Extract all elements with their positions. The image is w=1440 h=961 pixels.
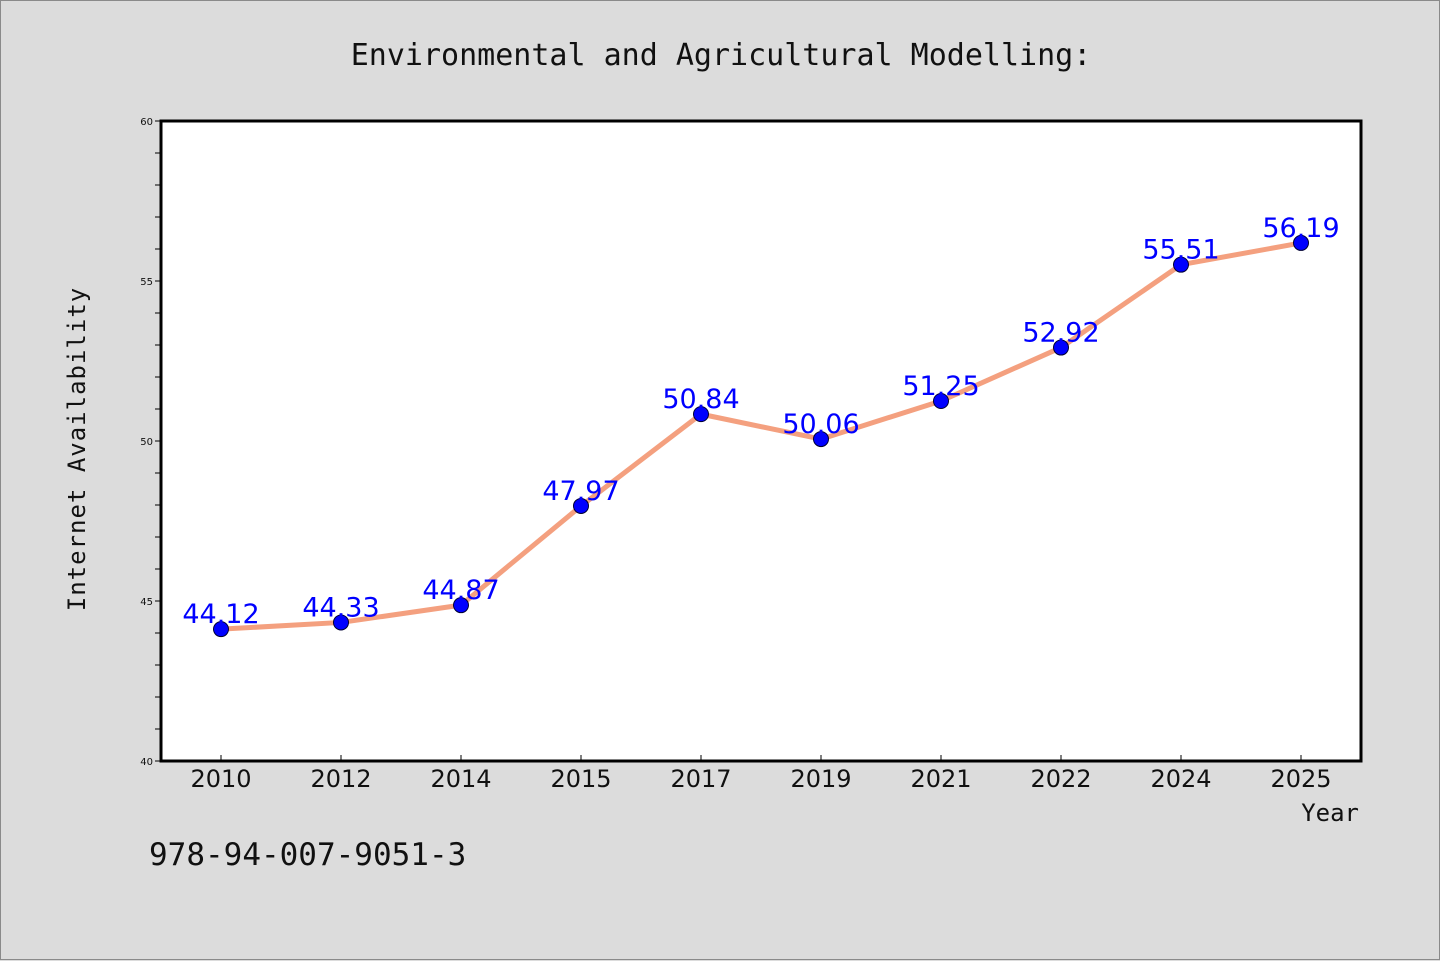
data-point <box>813 431 829 448</box>
plot-area <box>159 119 1363 763</box>
x-tick-label: 2022 <box>1030 765 1091 793</box>
series-line-group <box>218 240 1304 632</box>
x-tick-label: 2012 <box>310 765 371 793</box>
data-label: 44.87 <box>422 575 499 606</box>
data-labels-group: 44.12 44.33 44.87 47.97 50.84 50.06 51.25 52.92… <box>182 213 1339 630</box>
data-point <box>573 497 589 514</box>
x-tick-label: 2019 <box>790 765 851 793</box>
x-axis-label: Year <box>1301 799 1359 827</box>
data-label: 55.51 <box>1142 235 1219 266</box>
data-label: 47.97 <box>542 476 619 507</box>
data-point <box>693 406 709 423</box>
x-tick-label: 2014 <box>430 765 491 793</box>
series-line <box>218 240 1304 632</box>
data-point <box>1293 234 1309 251</box>
y-tick-label: 40 <box>140 757 153 768</box>
data-label: 50.84 <box>662 384 739 415</box>
y-axis: 40 45 50 55 60 <box>140 117 161 768</box>
chart-title: Environmental and Agricultural Modelling… <box>351 38 1092 73</box>
data-point <box>1173 256 1189 273</box>
data-label: 51.25 <box>902 371 979 402</box>
x-tick-label: 2017 <box>670 765 731 793</box>
x-tick-label: 2015 <box>550 765 611 793</box>
x-axis: 2010 2012 2014 2015 2017 2019 2021 2022 2024 2025 <box>190 755 1332 793</box>
footnote-text: 978-94-007-9051-3 <box>149 837 466 873</box>
data-point <box>333 614 349 631</box>
x-tick-label: 2025 <box>1270 765 1331 793</box>
data-point <box>213 621 229 638</box>
data-point <box>453 597 469 614</box>
y-axis-label: Internet Availability <box>63 287 91 611</box>
data-label: 44.33 <box>302 592 379 623</box>
data-label: 56.19 <box>1262 213 1339 244</box>
data-label: 52.92 <box>1022 318 1099 349</box>
y-tick-label: 45 <box>140 597 153 608</box>
markers-group <box>213 234 1309 638</box>
data-label: 50.06 <box>782 409 859 440</box>
x-tick-label: 2024 <box>1150 765 1211 793</box>
y-tick-label: 55 <box>140 277 153 288</box>
data-label: 44.12 <box>182 599 259 630</box>
data-point <box>1053 339 1069 356</box>
y-tick-label: 60 <box>140 117 153 128</box>
y-tick-label: 50 <box>140 437 153 448</box>
x-tick-label: 2010 <box>190 765 251 793</box>
data-point <box>933 393 949 409</box>
x-tick-label: 2021 <box>910 765 971 793</box>
